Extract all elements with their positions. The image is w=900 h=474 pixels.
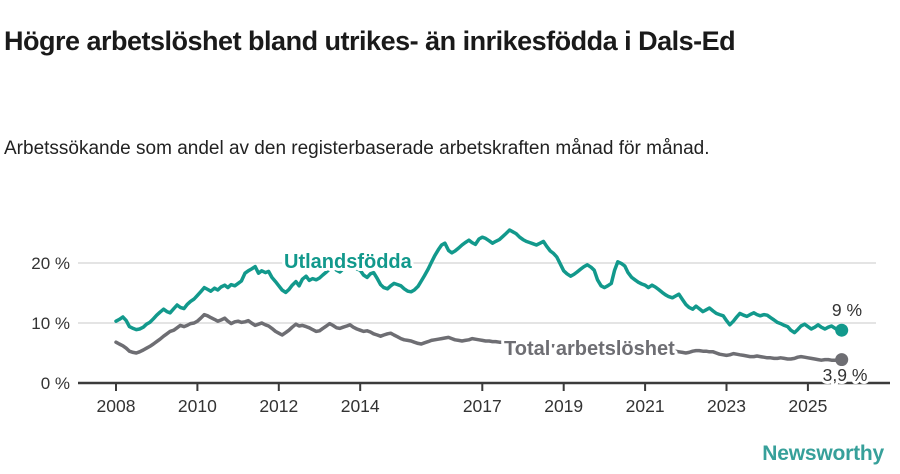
x-axis-tick-label: 2019 [544,396,583,416]
x-axis-tick-label: 2021 [626,396,665,416]
series-end-dot [835,353,849,367]
y-axis-tick-label: 20 % [31,254,70,273]
page-title: Högre arbetslöshet bland utrikes- än inr… [4,26,736,57]
series-line-utlandsfodda [114,228,844,335]
brand-name: Newsworthy [762,442,884,465]
series-label: Utlandsfödda [284,251,413,273]
series-end-value-label: 9 % [832,300,862,320]
series-line-total [114,312,844,362]
x-axis-tick-label: 2010 [178,396,217,416]
y-axis-tick-label: 0 % [41,374,70,393]
x-axis-tick-label: 2014 [341,396,380,416]
series-end-dot [835,323,849,337]
chart-subtitle: Arbetssökande som andel av den registerb… [4,138,710,159]
series-end-value-label: 3,9 % [823,365,868,385]
x-axis-tick-label: 2017 [463,396,502,416]
x-axis-tick-label: 2025 [788,396,827,416]
y-axis-tick-label: 10 % [31,314,70,333]
series-label: Total arbetslöshet [504,338,675,360]
x-axis-tick-label: 2008 [97,396,136,416]
x-axis-tick-label: 2012 [259,396,298,416]
line-chart: 0 % 10 % 20 % 2008 2010 2012 2014 2017 2019 2021 2… [31,228,890,416]
x-axis-tick-label: 2023 [707,396,746,416]
newsworthy-logo[interactable]: Newsworthy [762,442,884,466]
